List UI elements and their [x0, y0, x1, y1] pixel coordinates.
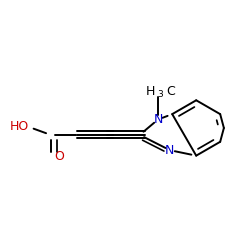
Text: N: N: [165, 144, 174, 157]
Text: H: H: [146, 85, 155, 98]
Text: C: C: [166, 85, 174, 98]
Text: HO: HO: [10, 120, 29, 134]
Text: N: N: [153, 113, 163, 126]
Text: O: O: [55, 150, 64, 163]
Text: 3: 3: [157, 90, 163, 99]
